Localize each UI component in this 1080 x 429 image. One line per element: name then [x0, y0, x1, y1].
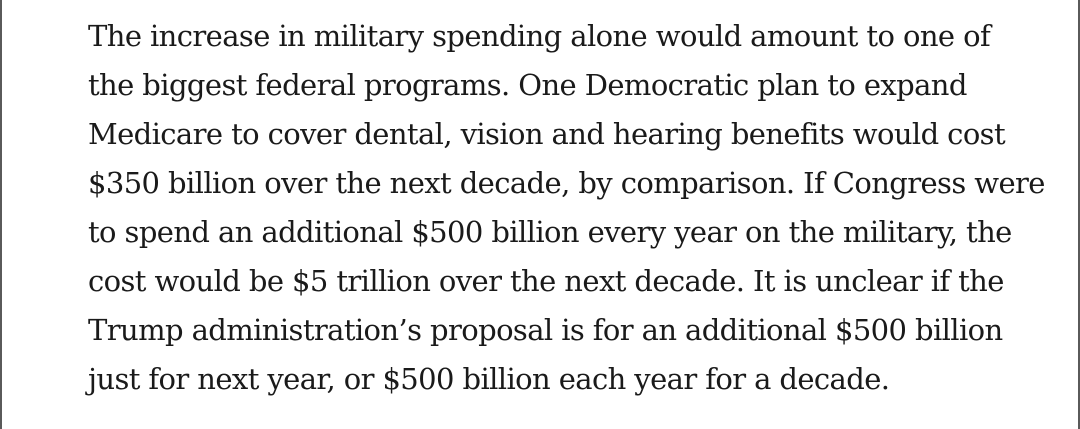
paragraph-line: cost would be $5 trillion over the next …: [88, 264, 1004, 298]
paragraph-line: $350 billion over the next decade, by co…: [88, 166, 1045, 200]
paragraph-line: The increase in military spending alone …: [88, 19, 991, 53]
paragraph-line: Trump administration’s proposal is for a…: [88, 313, 1003, 347]
paragraph-line: just for next year, or $500 billion each…: [88, 362, 890, 396]
paragraph-line: to spend an additional $500 billion ever…: [88, 215, 1012, 249]
paragraph-line: Medicare to cover dental, vision and hea…: [88, 117, 1006, 151]
paragraph-line: the biggest federal programs. One Democr…: [88, 68, 967, 102]
article-paragraph: The increase in military spending alone …: [88, 12, 1078, 404]
